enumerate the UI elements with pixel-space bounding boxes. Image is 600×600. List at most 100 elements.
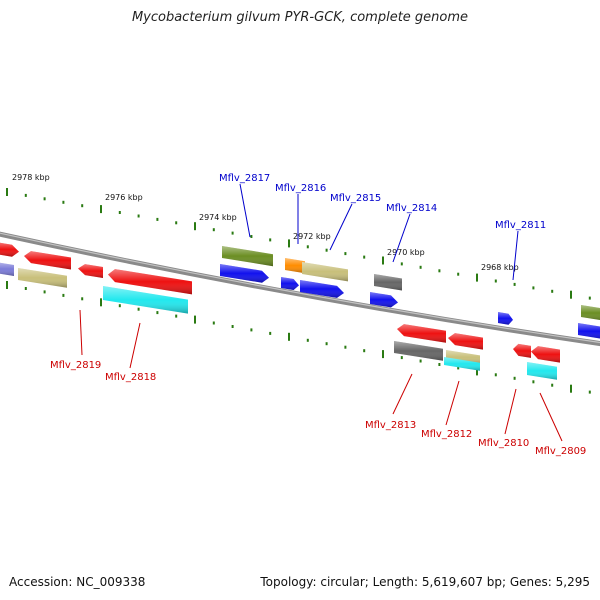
gene-label-mflv-2815[interactable]: Mflv_2815 xyxy=(330,193,381,204)
minor-tick xyxy=(118,211,121,214)
gene-block-red-a-shading xyxy=(24,251,71,270)
gene-block-blue-mflv-2815a-shading xyxy=(281,277,299,290)
major-tick xyxy=(382,350,384,359)
minor-tick xyxy=(137,214,140,218)
gene-block-gray-mflv-2813-shading xyxy=(394,341,443,361)
gene-block-cyan-mflv-2810-shading xyxy=(527,362,557,380)
minor-tick xyxy=(457,272,460,276)
gene-label-mflv-2810[interactable]: Mflv_2810 xyxy=(478,438,529,449)
minor-tick xyxy=(137,307,140,311)
minor-tick xyxy=(269,331,272,335)
major-tick xyxy=(476,367,478,376)
gene-label-mflv-2816[interactable]: Mflv_2816 xyxy=(275,183,326,194)
genome-backbone-highlight xyxy=(0,232,600,344)
topology-text: Topology: circular; Length: 5,619,607 bp… xyxy=(260,575,590,589)
minor-tick xyxy=(62,200,65,204)
minor-tick xyxy=(513,282,516,286)
gene-label-mflv-2819[interactable]: Mflv_2819 xyxy=(50,360,101,371)
kbp-label-2974: 2974 kbp xyxy=(199,213,237,222)
callout-mflv-2817 xyxy=(239,183,251,238)
callout-mflv-2811 xyxy=(512,230,519,281)
minor-tick xyxy=(551,289,554,293)
map-title: Mycobacterium gilvum PYR-GCK, complete g… xyxy=(131,10,469,25)
minor-tick xyxy=(532,380,535,384)
forward-gene-labels: Mflv_2817 Mflv_2816 Mflv_2815 Mflv_2814 … xyxy=(219,173,546,231)
minor-tick xyxy=(532,286,535,290)
gene-label-mflv-2817[interactable]: Mflv_2817 xyxy=(219,173,270,184)
major-tick xyxy=(570,384,572,393)
minor-tick xyxy=(156,217,159,221)
major-tick xyxy=(6,281,8,289)
minor-tick xyxy=(43,290,46,294)
kbp-label-2970: 2970 kbp xyxy=(387,248,425,257)
gene-block-khaki-a-shading xyxy=(18,268,67,288)
gene-features xyxy=(0,242,600,380)
gene-block-blue-mflv-2814-shading xyxy=(370,292,398,308)
gene-block-blue-mflv-2815b-shading xyxy=(300,280,344,298)
minor-tick xyxy=(212,228,215,232)
minor-tick xyxy=(24,193,27,197)
gene-label-mflv-2818[interactable]: Mflv_2818 xyxy=(105,372,156,383)
minor-tick xyxy=(212,321,215,325)
major-tick xyxy=(6,188,8,196)
minor-tick xyxy=(24,287,27,290)
minor-tick xyxy=(551,383,554,387)
kbp-label-2972: 2972 kbp xyxy=(293,232,331,241)
minor-tick xyxy=(306,338,309,342)
gene-label-mflv-2813[interactable]: Mflv_2813 xyxy=(365,420,416,431)
minor-tick xyxy=(118,304,121,308)
gene-block-blue-mflv-2817-shading xyxy=(220,264,269,283)
minor-tick xyxy=(62,293,65,297)
callout-mflv-2814 xyxy=(392,213,411,263)
major-tick xyxy=(382,256,384,265)
major-tick xyxy=(476,273,478,282)
genome-backbone xyxy=(0,231,600,347)
gene-block-khaki-mflv-2816-shading xyxy=(302,262,348,282)
gene-block-red-mflv-2812-shading xyxy=(448,333,483,350)
kbp-scale: 2978 kbp 2976 kbp 2974 kbp 2972 kbp 2970… xyxy=(12,173,519,272)
lower-tick-track xyxy=(6,281,591,394)
minor-tick xyxy=(438,269,441,273)
major-tick xyxy=(100,205,102,214)
minor-tick xyxy=(363,349,366,353)
callout-mflv-2813 xyxy=(392,373,413,415)
gene-block-slate-left-edge-shading xyxy=(0,262,14,276)
minor-tick xyxy=(588,390,591,394)
minor-tick xyxy=(513,376,516,380)
gene-block-blue-mflv-2811-shading xyxy=(498,312,513,325)
callout-mflv-2818 xyxy=(129,322,141,369)
minor-tick xyxy=(363,255,366,259)
minor-tick xyxy=(81,297,84,301)
gene-label-mflv-2811[interactable]: Mflv_2811 xyxy=(495,220,546,231)
kbp-label-2968: 2968 kbp xyxy=(481,263,519,272)
minor-tick xyxy=(400,356,403,360)
gene-block-red-mflv-2810-shading xyxy=(513,343,531,358)
gene-block-red-b-shading xyxy=(78,264,103,278)
gene-block-cyan-mflv-2818-shading xyxy=(103,286,188,314)
minor-tick xyxy=(156,311,159,315)
gene-block-orange-mflv-2816-shading xyxy=(285,258,305,274)
minor-tick xyxy=(438,363,441,366)
major-tick xyxy=(288,239,290,248)
gene-block-red-left-edge-shading xyxy=(0,242,19,257)
gene-block-olive-mflv-2817-shading xyxy=(222,246,273,267)
minor-tick xyxy=(250,328,253,332)
kbp-label-2976: 2976 kbp xyxy=(105,193,143,202)
upper-tick-track xyxy=(6,188,591,300)
reverse-gene-labels: Mflv_2819 Mflv_2818 Mflv_2813 Mflv_2812 … xyxy=(50,360,586,457)
kbp-label-2978: 2978 kbp xyxy=(12,173,50,182)
minor-tick xyxy=(344,252,347,256)
callout-mflv-2815 xyxy=(329,203,353,251)
gene-block-red-mflv-2813-shading xyxy=(397,324,446,343)
minor-tick xyxy=(494,279,497,283)
gene-label-mflv-2814[interactable]: Mflv_2814 xyxy=(386,203,437,214)
gene-block-gray-mflv-2814-shading xyxy=(374,274,402,291)
minor-tick xyxy=(325,248,328,252)
gene-block-olive-right-edge-shading xyxy=(581,305,600,321)
minor-tick xyxy=(400,262,403,266)
gene-label-mflv-2812[interactable]: Mflv_2812 xyxy=(421,429,472,440)
major-tick xyxy=(194,222,196,231)
minor-tick xyxy=(231,231,234,235)
gene-label-mflv-2809[interactable]: Mflv_2809 xyxy=(535,446,586,457)
